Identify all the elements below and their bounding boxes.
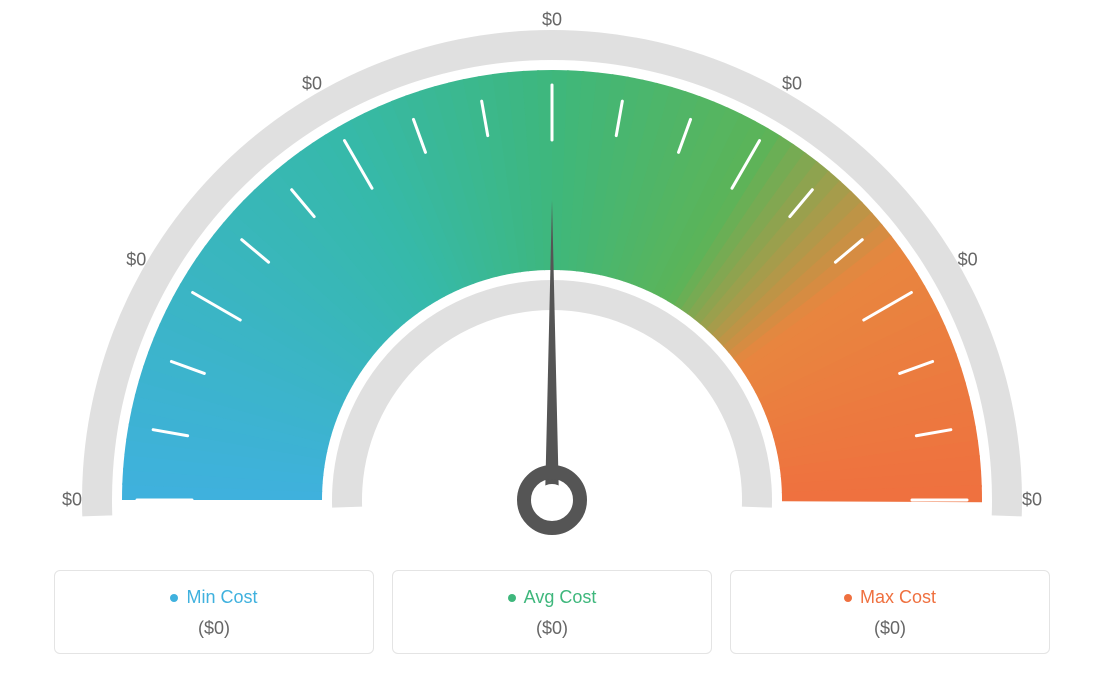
legend-title-max: Max Cost (844, 587, 936, 608)
gauge-svg (0, 0, 1104, 560)
legend-title-avg: Avg Cost (508, 587, 597, 608)
gauge-chart-container: $0 $0 $0 $0 $0 $0 $0 Min Cost ($0) Avg Cost ($… (0, 0, 1104, 690)
legend-title-min: Min Cost (170, 587, 257, 608)
gauge-tick-label: $0 (958, 250, 978, 271)
legend-box-min: Min Cost ($0) (54, 570, 374, 654)
legend-value-min: ($0) (55, 618, 373, 639)
legend-row: Min Cost ($0) Avg Cost ($0) Max Cost ($0… (0, 570, 1104, 654)
gauge-area: $0 $0 $0 $0 $0 $0 $0 (0, 0, 1104, 560)
legend-dot-max (844, 594, 852, 602)
legend-value-avg: ($0) (393, 618, 711, 639)
legend-value-max: ($0) (731, 618, 1049, 639)
gauge-tick-label: $0 (542, 10, 562, 31)
gauge-tick-label: $0 (126, 250, 146, 271)
gauge-tick-label: $0 (782, 74, 802, 95)
legend-dot-min (170, 594, 178, 602)
legend-dot-avg (508, 594, 516, 602)
legend-box-max: Max Cost ($0) (730, 570, 1050, 654)
legend-box-avg: Avg Cost ($0) (392, 570, 712, 654)
legend-label-min: Min Cost (186, 587, 257, 608)
gauge-tick-label: $0 (302, 74, 322, 95)
legend-label-max: Max Cost (860, 587, 936, 608)
gauge-tick-label: $0 (62, 490, 82, 511)
gauge-tick-label: $0 (1022, 490, 1042, 511)
legend-label-avg: Avg Cost (524, 587, 597, 608)
